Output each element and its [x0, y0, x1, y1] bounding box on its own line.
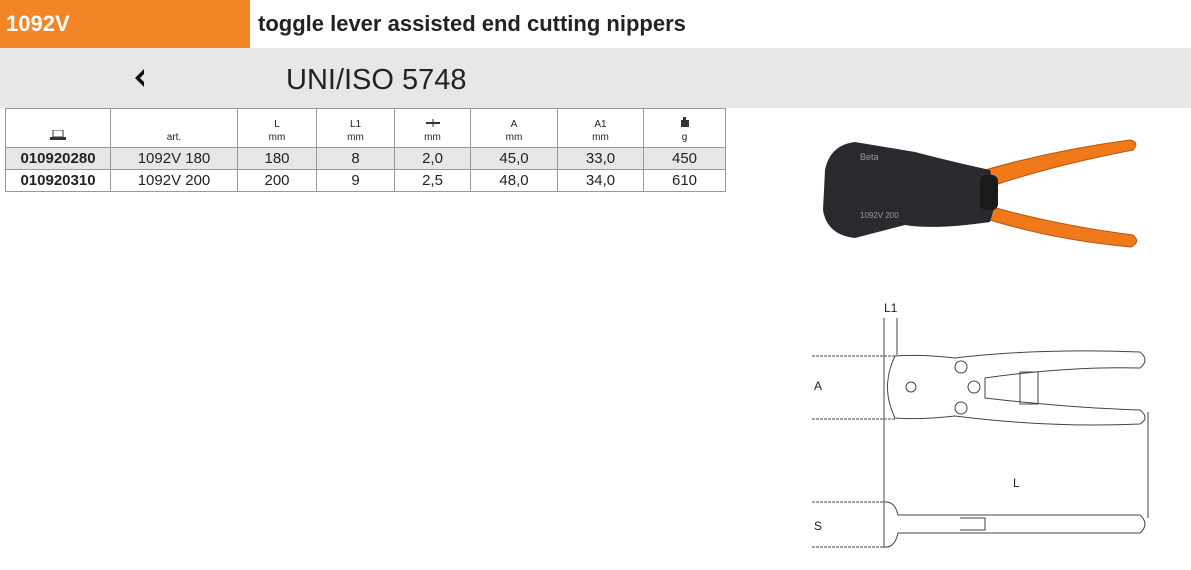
- technical-drawing: L1 A L S: [780, 290, 1191, 565]
- product-photo: Beta 1092V 200: [815, 130, 1145, 265]
- col-l1: L1 mm: [316, 108, 395, 148]
- svg-text:A: A: [814, 379, 822, 393]
- standard-band: [0, 48, 1191, 108]
- col-a1: A1 mm: [557, 108, 644, 148]
- standard-mark-icon: [132, 68, 146, 94]
- table-row: 010920280 1092V 180 180 8 2,0 45,0 33,0 450: [5, 147, 726, 170]
- product-title: toggle lever assisted end cutting nipper…: [258, 11, 686, 36]
- wire-diameter-icon: [425, 119, 440, 130]
- product-code: 1092V: [0, 0, 250, 48]
- standard-text: UNI/ISO 5748: [286, 64, 467, 96]
- svg-text:L: L: [1013, 476, 1020, 490]
- product-code-icon: [50, 129, 66, 143]
- svg-text:1092V 200: 1092V 200: [860, 211, 899, 220]
- svg-text:S: S: [814, 519, 822, 533]
- svg-text:Beta: Beta: [860, 152, 879, 162]
- col-art: art.: [110, 108, 238, 148]
- svg-text:L1: L1: [884, 301, 898, 315]
- col-wire: mm: [394, 108, 471, 148]
- table-row: 010920310 1092V 200 200 9 2,5 48,0 34,0 610: [5, 169, 726, 192]
- col-code: [5, 108, 111, 148]
- col-weight: g: [643, 108, 726, 148]
- weight-icon: [680, 117, 689, 130]
